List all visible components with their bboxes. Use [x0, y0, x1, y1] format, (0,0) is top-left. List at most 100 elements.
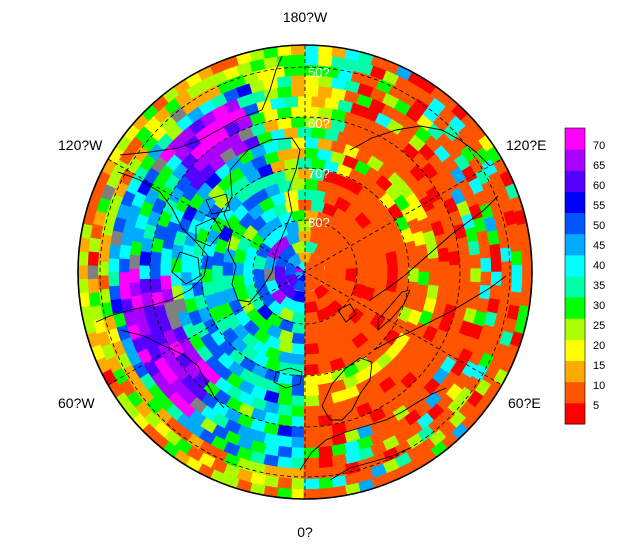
field-cell: [470, 268, 482, 284]
colorbar-tick-70: 70: [593, 140, 605, 152]
colorbar-band: [565, 339, 585, 362]
field-cell: [263, 268, 276, 283]
field-cell: [304, 343, 320, 356]
field-cell: [290, 364, 306, 376]
field-cell: [304, 54, 321, 66]
field-cell: [290, 45, 307, 56]
latitude-label-70: 70?: [308, 166, 330, 181]
field-cell: [460, 264, 472, 281]
field-cell: [276, 54, 294, 67]
colorbar-tick-5: 5: [593, 400, 599, 412]
field-cell: [316, 466, 334, 480]
field-cell: [303, 384, 320, 397]
colorbar-band: [565, 212, 585, 235]
colorbar-bands: [565, 128, 585, 425]
field-cell: [290, 85, 307, 97]
field-cell: [480, 271, 492, 288]
field-cell: [108, 283, 121, 301]
field-cell: [303, 457, 320, 470]
colorbar-band: [565, 149, 585, 171]
longitude-label-120w: 120?W: [58, 137, 103, 153]
field-cell: [138, 263, 150, 280]
field-cell: [138, 277, 152, 294]
field-cell: [276, 85, 294, 99]
field-cell: [511, 264, 523, 281]
longitude-label-120e: 120?E: [506, 137, 546, 153]
meridian-120w-60e: [107, 158, 503, 386]
field-cell: [289, 395, 306, 408]
field-cell: [304, 147, 320, 160]
field-cell: [201, 267, 213, 283]
coastline-novaya-zemlya: [377, 289, 411, 331]
coastline-alaska: [261, 55, 283, 111]
field-cell: [118, 270, 130, 287]
field-cell: [304, 311, 320, 325]
graticule: [99, 45, 511, 499]
colorbar-ticks: 70 65 60 55 50 45 40 35 30 25 20 15 10 5: [593, 140, 605, 412]
field-cell: [366, 261, 378, 277]
colorbar-band: [565, 276, 585, 298]
colorbar-tick-25: 25: [593, 320, 605, 332]
field-cell: [480, 257, 492, 274]
colorbar-tick-45: 45: [593, 240, 605, 252]
field-cell: [303, 468, 320, 480]
field-cell: [469, 254, 482, 270]
field-cell: [289, 478, 306, 490]
longitude-label-60e: 60?E: [508, 395, 541, 411]
colorbar-tick-60: 60: [593, 180, 605, 192]
field-cell: [303, 426, 320, 439]
field-cell: [396, 254, 409, 270]
field-cell: [428, 257, 441, 273]
field-cell: [376, 261, 389, 277]
field-cell: [316, 487, 334, 499]
field-cell: [397, 268, 409, 284]
latitude-circle-50: [99, 66, 511, 478]
coastline-hudson-bay: [119, 329, 225, 409]
field-cell: [304, 136, 321, 149]
field-cell: [289, 457, 306, 470]
colorbar-band: [565, 318, 585, 340]
field-cell: [221, 260, 234, 276]
field-cell: [107, 270, 120, 287]
field-cell: [290, 384, 306, 397]
field-cell: [478, 243, 492, 261]
field-cell: [97, 260, 109, 276]
field-cell: [290, 74, 307, 87]
field-cell: [449, 264, 461, 281]
field-cell: [303, 405, 320, 418]
coastline-archipelago-3: [205, 193, 231, 215]
colorbar-tick-20: 20: [593, 340, 605, 352]
field-cell: [78, 277, 89, 294]
field-cell: [169, 256, 182, 273]
field-cell: [289, 447, 306, 459]
coastline-siberia: [369, 195, 507, 351]
coastline-north-america: [95, 109, 263, 323]
field-cell: [490, 271, 503, 288]
colorbar-tick-65: 65: [593, 160, 605, 172]
field-cell: [500, 274, 513, 291]
coastline-iceland: [273, 367, 303, 389]
field-cell: [283, 126, 300, 140]
field-cell: [87, 249, 100, 266]
field-cell: [290, 116, 307, 128]
field-cell: [289, 405, 306, 418]
coastline-europe: [299, 387, 447, 481]
colorbar-band: [565, 402, 585, 425]
field-cell: [290, 343, 306, 356]
field-cell: [97, 273, 110, 290]
field-cell: [87, 263, 99, 280]
field-cell: [289, 468, 306, 480]
field-cell: [159, 274, 172, 290]
field-cell: [304, 332, 320, 345]
field-cell: [387, 264, 399, 280]
latitude-labels: 50? 60? 70? 80?: [308, 65, 330, 230]
field-cell: [118, 256, 130, 273]
longitude-labels: 180?W 120?W 120?E 60?W 60?E 0?: [58, 9, 546, 540]
field-cell: [304, 364, 320, 376]
colorbar: 70 65 60 55 50 45 40 35 30 25 20 15 10 5: [564, 127, 605, 425]
field-cell: [316, 456, 334, 469]
map-border: [77, 44, 533, 500]
field-cell: [98, 287, 111, 304]
field-cell: [107, 256, 120, 273]
field-cell: [501, 261, 513, 277]
